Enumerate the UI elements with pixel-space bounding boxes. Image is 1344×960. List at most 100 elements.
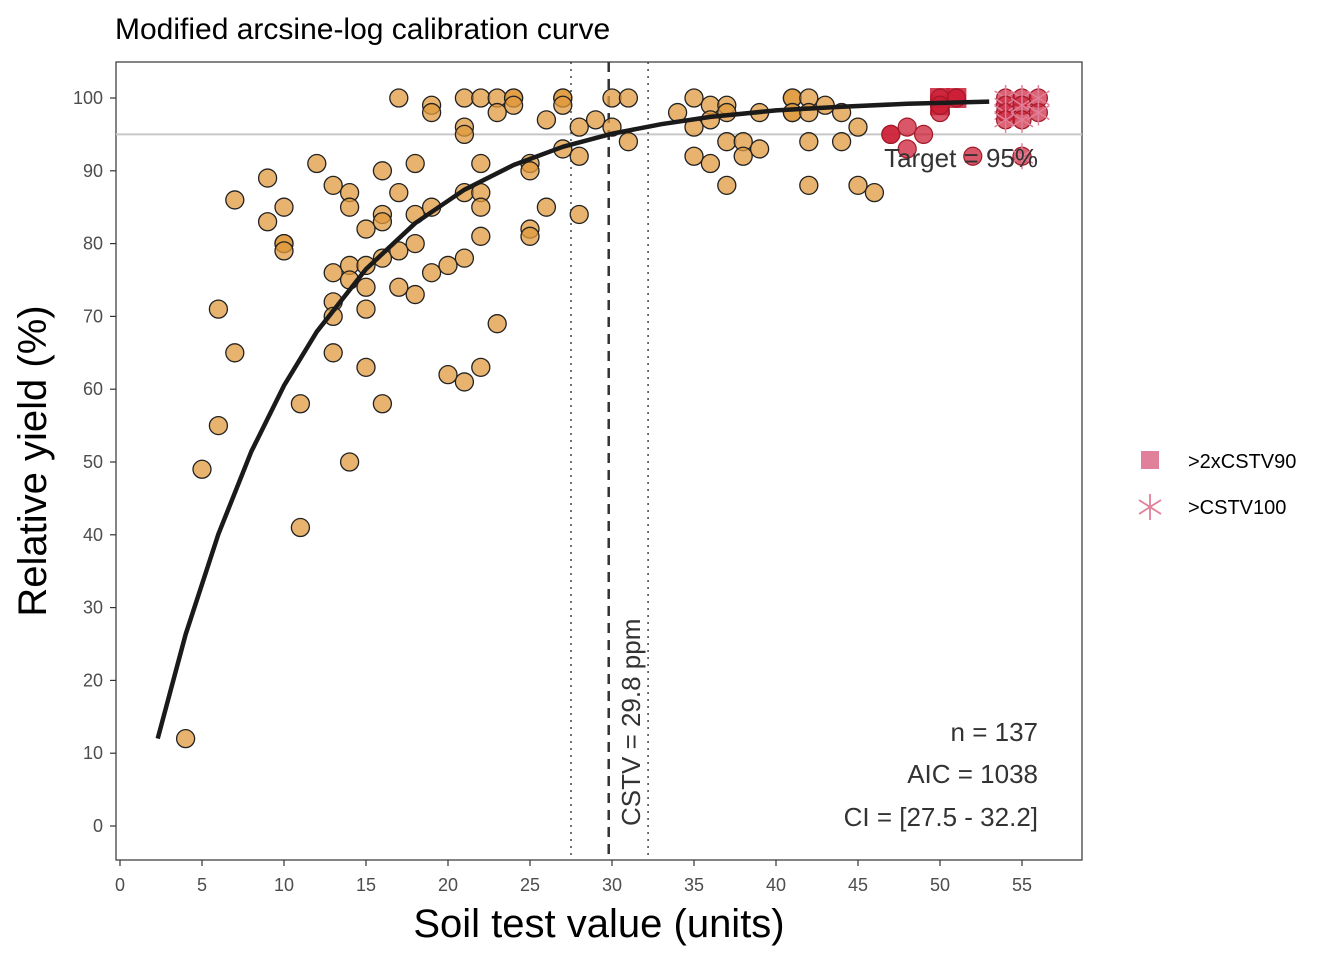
data-point <box>831 132 852 152</box>
y-tick-label: 80 <box>83 234 103 254</box>
data-point <box>290 394 311 414</box>
data-point <box>290 517 311 538</box>
data-point <box>569 117 589 137</box>
data-point <box>684 146 704 166</box>
data-point <box>471 88 491 108</box>
legend: >2xCSTV90 >CSTV100 <box>1138 451 1296 520</box>
annotation-ci: CI = [27.5 - 32.2] <box>844 802 1038 832</box>
cstv-label: CSTV = 29.8 ppm <box>616 619 646 826</box>
data-point <box>372 212 393 232</box>
x-tick-label: 0 <box>115 875 125 895</box>
data-point <box>323 175 343 196</box>
data-point <box>405 284 425 305</box>
data-point <box>421 102 442 123</box>
chart-title: Modified arcsine-log calibration curve <box>115 13 610 46</box>
data-point <box>848 175 868 196</box>
y-tick-label: 100 <box>73 88 103 108</box>
y-tick-label: 0 <box>93 816 103 836</box>
data-point <box>618 132 639 152</box>
data-point <box>307 153 327 174</box>
data-point <box>225 343 245 363</box>
data-point <box>553 95 573 115</box>
legend-label-square: >2xCSTV90 <box>1188 451 1296 473</box>
asterisk-point <box>1026 99 1050 126</box>
data-point <box>356 277 376 297</box>
x-tick-label: 50 <box>930 875 950 895</box>
data-point <box>339 197 360 217</box>
data-point <box>405 233 425 254</box>
legend-label-asterisk: >CSTV100 <box>1188 497 1286 519</box>
data-point <box>438 364 458 385</box>
data-point <box>487 102 507 123</box>
flagged-point <box>913 124 934 144</box>
data-point <box>192 459 212 479</box>
data-point <box>257 212 278 232</box>
data-point <box>569 146 589 166</box>
data-point <box>487 314 507 334</box>
data-point <box>536 110 557 130</box>
data-point <box>257 168 278 188</box>
data-point <box>618 88 639 108</box>
data-point <box>782 102 803 123</box>
data-point <box>389 241 409 261</box>
data-point <box>274 197 294 217</box>
data-point <box>323 343 343 363</box>
data-point <box>503 95 524 115</box>
annotation-aic: AIC = 1038 <box>907 759 1038 789</box>
flagged-point <box>963 146 983 166</box>
annotation-n: n = 137 <box>951 717 1038 747</box>
asterisk-point <box>1010 143 1034 170</box>
data-point <box>208 299 229 319</box>
data-point <box>405 153 425 174</box>
data-point <box>569 204 589 225</box>
data-point <box>684 88 704 108</box>
x-tick-label: 40 <box>766 875 786 895</box>
x-tick-label: 45 <box>848 875 868 895</box>
data-point <box>749 139 770 159</box>
data-point <box>602 88 622 108</box>
y-tick-label: 10 <box>83 743 103 763</box>
data-point <box>356 357 376 378</box>
data-point <box>225 190 245 210</box>
data-point <box>799 132 819 152</box>
y-tick-label: 50 <box>83 452 103 472</box>
asterisk-point <box>994 106 1018 133</box>
data-point <box>717 132 737 152</box>
x-tick-label: 25 <box>520 875 540 895</box>
data-point <box>323 263 343 283</box>
x-tick-label: 55 <box>1012 875 1032 895</box>
y-tick-label: 30 <box>83 598 103 618</box>
data-point <box>339 452 360 472</box>
data-point <box>175 728 196 749</box>
y-tick-label: 90 <box>83 161 103 181</box>
data-point <box>372 248 393 268</box>
data-point <box>848 117 868 137</box>
data-point <box>520 226 540 246</box>
y-tick-label: 20 <box>83 670 103 690</box>
data-point <box>274 241 294 261</box>
plot-panel <box>115 61 1083 861</box>
data-point <box>471 357 491 378</box>
y-tick-label: 70 <box>83 306 103 326</box>
data-point <box>389 182 409 203</box>
data-point <box>471 226 491 246</box>
x-tick-label: 15 <box>356 875 376 895</box>
data-point <box>454 124 475 145</box>
flagged-point <box>881 124 901 144</box>
data-point <box>471 197 491 217</box>
data-point <box>421 263 442 283</box>
x-tick-label: 10 <box>274 875 294 895</box>
legend-square-icon <box>1141 451 1159 469</box>
data-point <box>454 372 475 392</box>
data-point <box>208 415 229 436</box>
data-point <box>389 277 409 297</box>
x-axis-label: Soil test value (units) <box>413 902 784 946</box>
data-point <box>520 161 540 181</box>
x-tick-label: 5 <box>197 875 207 895</box>
target-label: Target = 95% <box>884 143 1038 173</box>
data-point <box>717 175 737 196</box>
data-point <box>733 146 753 166</box>
data-point <box>700 153 721 174</box>
data-point <box>389 88 409 108</box>
